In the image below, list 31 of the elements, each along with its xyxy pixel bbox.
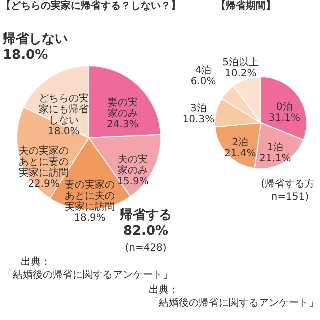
data-label: 10.3% bbox=[182, 114, 215, 126]
slice-label: 4泊 bbox=[195, 64, 212, 76]
text: (n=428) bbox=[125, 243, 167, 254]
text: 「結婚後の帰省に関するアンケート」 bbox=[3, 269, 173, 281]
chart-title: 【帰省期間】 bbox=[216, 0, 276, 12]
data-label: 18.0% bbox=[3, 48, 48, 63]
source-note: 出典： bbox=[21, 256, 51, 268]
slice-label: 3泊 bbox=[190, 102, 207, 114]
text: 帰省しない bbox=[2, 32, 68, 47]
slice-label: 妻の実家のみ bbox=[108, 96, 138, 120]
data-label: 24.3% bbox=[106, 120, 139, 131]
source-note: 出典： bbox=[149, 284, 179, 296]
slice-label: 0泊 bbox=[276, 101, 293, 114]
text: (帰省する方 bbox=[261, 178, 315, 190]
slice-label: 5泊以上 bbox=[222, 56, 260, 68]
data-label: 18.9% bbox=[74, 212, 106, 224]
data-label: 6.0% bbox=[190, 76, 216, 88]
slice-label: 2泊 bbox=[232, 136, 249, 149]
slice-label: 1泊 bbox=[267, 142, 284, 154]
text: 18.0% bbox=[48, 126, 80, 138]
text: 「結婚後の帰省に関するアンケート」 bbox=[149, 297, 319, 309]
data-label: 15.9% bbox=[117, 176, 149, 188]
text: n=151) bbox=[271, 192, 310, 203]
slice-label: 夫の実家のみ bbox=[118, 154, 148, 177]
slice-label: どちらの実家にも帰省しない bbox=[38, 92, 89, 126]
chart-title: 【どちらの実家に帰省する？しない？】 bbox=[1, 0, 181, 12]
data-label: 21.1% bbox=[259, 154, 292, 165]
text: 帰省する bbox=[119, 208, 172, 223]
data-label: 31.1% bbox=[268, 113, 301, 124]
data-label: 10.2% bbox=[224, 68, 257, 80]
text: 82.0% bbox=[123, 224, 169, 239]
